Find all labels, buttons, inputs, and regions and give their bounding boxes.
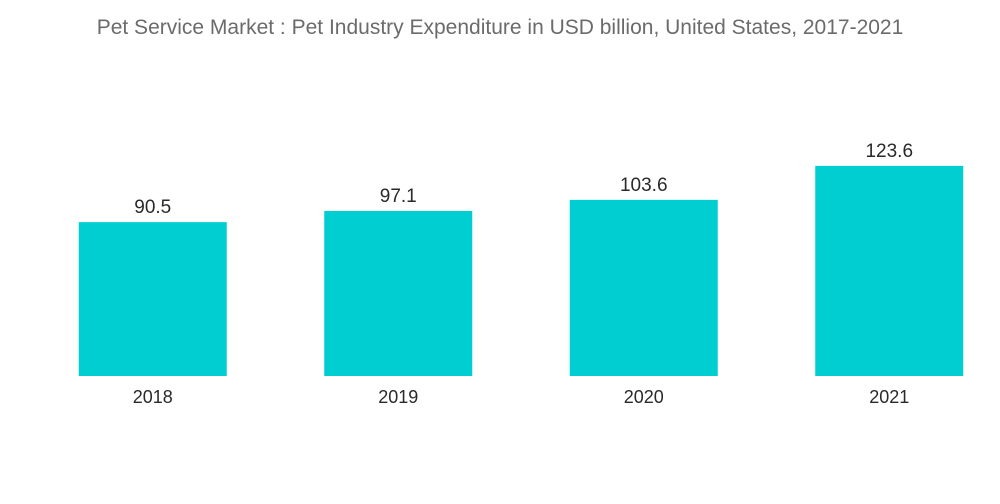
value-labels-group: 90.5 97.1 103.6 123.6 [134,141,913,218]
x-tick-label-2020: 2020 [624,387,664,407]
bar-2019 [324,210,473,376]
value-label-2018: 90.5 [134,197,171,218]
value-label-2019: 97.1 [380,186,417,207]
x-tick-label-2018: 2018 [133,387,173,407]
value-label-2021: 123.6 [865,141,913,162]
x-tick-label-2019: 2019 [378,387,418,407]
bar-2021 [815,165,964,376]
value-label-2020: 103.6 [620,175,668,196]
x-axis-ticks: 2018 2019 2020 2021 [133,387,910,407]
bar-2018 [78,222,227,376]
x-tick-label-2021: 2021 [869,387,909,407]
bar-2020 [569,199,718,376]
chart-title: Pet Service Market : Pet Industry Expend… [96,16,904,39]
bars-group [78,165,964,376]
